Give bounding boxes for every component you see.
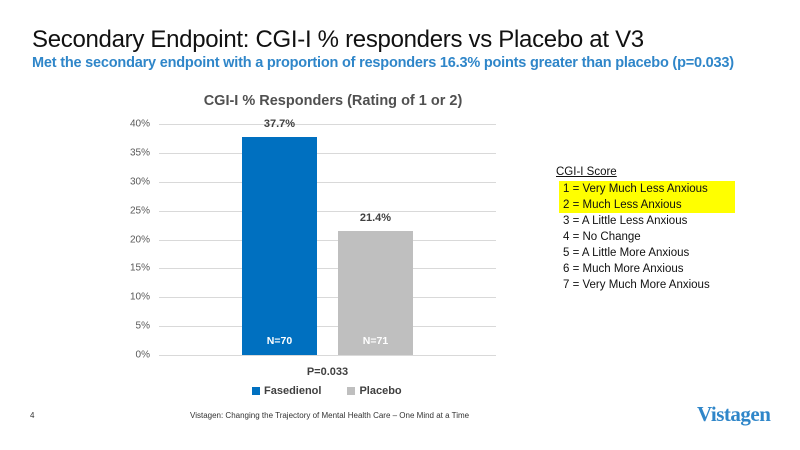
legend-item-placebo: Placebo <box>347 385 402 397</box>
gridline <box>159 152 496 154</box>
y-axis-tick-label: 20% <box>129 234 150 245</box>
chart-plot-area: 37.7% N=70 21.4% N=71 0% 5% 10% 15% 20% 25% 30… <box>130 118 496 361</box>
y-axis-tick-label: 25% <box>129 205 150 217</box>
chart-legend: Fasedienol Placebo <box>252 385 402 397</box>
page-number: 4 <box>30 411 35 420</box>
bar-n-label: N=70 <box>266 335 293 347</box>
slide-subtitle: Met the secondary endpoint with a propor… <box>32 55 734 71</box>
legend-label: Placebo <box>359 385 402 397</box>
gridline <box>159 326 496 328</box>
vistagen-logo: Vistagen <box>697 402 771 426</box>
slide-title: Secondary Endpoint: CGI-I % responders v… <box>32 26 644 53</box>
legend-swatch-icon <box>252 387 260 395</box>
bar-fasedienol: 37.7% N=70 <box>242 118 317 355</box>
cgi-score-item: 2 = Much Less Anxious <box>559 197 735 213</box>
cgi-score-legend: CGI-I Score 1 = Very Much Less Anxious 2… <box>556 164 735 293</box>
y-axis-tick-label: 40% <box>129 118 150 130</box>
cgi-score-item: 3 = A Little Less Anxious <box>563 215 688 227</box>
bar-value-label: 21.4% <box>359 212 392 225</box>
cgi-score-item: 7 = Very Much More Anxious <box>563 279 710 291</box>
x-axis-label-pvalue: P=0.033 <box>306 366 349 378</box>
gridline <box>159 210 496 212</box>
legend-item-fasedienol: Fasedienol <box>252 385 321 397</box>
gridline <box>159 268 496 270</box>
y-axis-tick-label: 15% <box>129 262 150 274</box>
y-axis-tick-label: 35% <box>129 147 150 159</box>
y-axis-tick-label: 5% <box>135 320 150 332</box>
bar-value-label: 37.7% <box>263 118 296 131</box>
y-axis-tick-label: 10% <box>129 291 150 303</box>
bar-placebo: 21.4% N=71 <box>338 212 413 355</box>
y-axis-tick-label: 30% <box>129 176 150 188</box>
y-axis-tick-label: 0% <box>135 349 150 361</box>
legend-label: Fasedienol <box>264 385 322 397</box>
gridline <box>159 239 496 241</box>
chart-title: CGI-I % Responders (Rating of 1 or 2) <box>203 93 463 109</box>
bar-n-label: N=71 <box>362 335 389 347</box>
cgi-score-item: 4 = No Change <box>563 231 641 243</box>
cgi-score-item: 1 = Very Much Less Anxious <box>559 181 735 197</box>
gridline <box>159 297 496 299</box>
cgi-score-heading: CGI-I Score <box>556 166 617 178</box>
cgi-score-item: 6 = Much More Anxious <box>563 263 684 275</box>
cgi-score-item: 5 = A Little More Anxious <box>563 247 690 259</box>
gridline <box>159 181 496 183</box>
gridline <box>159 355 496 356</box>
legend-swatch-icon <box>347 387 356 395</box>
gridline <box>159 124 496 125</box>
footer-tagline: Vistagen: Changing the Trajectory of Men… <box>190 411 470 420</box>
